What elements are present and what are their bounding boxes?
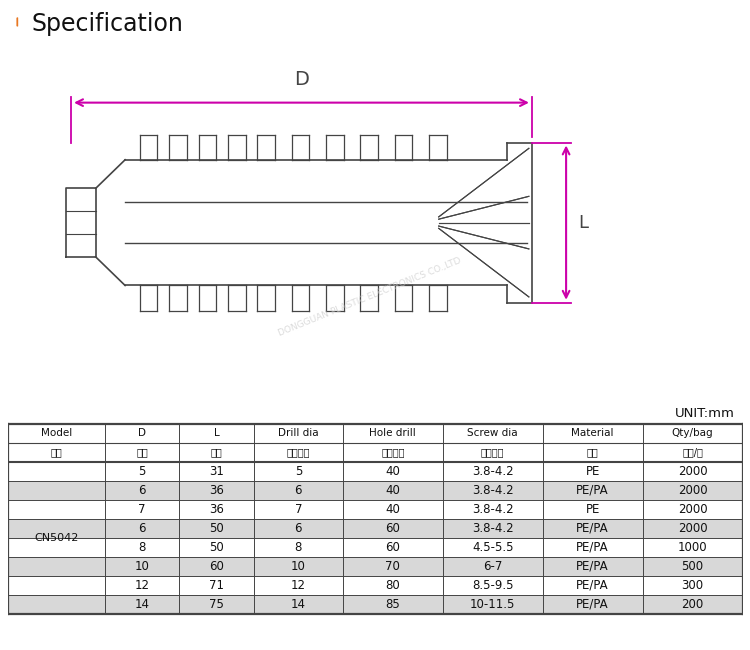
Text: 200: 200 — [682, 598, 703, 611]
Text: 500: 500 — [682, 560, 703, 573]
Text: Drill dia: Drill dia — [278, 428, 319, 438]
Text: 3.8-4.2: 3.8-4.2 — [472, 522, 514, 535]
Text: 6: 6 — [295, 484, 302, 497]
Text: 4.5-5.5: 4.5-5.5 — [472, 541, 514, 554]
Text: 31: 31 — [209, 465, 224, 478]
Bar — [8, 595, 742, 614]
Text: 7: 7 — [295, 503, 302, 516]
Text: 5: 5 — [139, 465, 146, 478]
Text: Specification: Specification — [32, 12, 183, 36]
Text: 50: 50 — [209, 522, 224, 535]
Text: 3.8-4.2: 3.8-4.2 — [472, 503, 514, 516]
Text: 5: 5 — [295, 465, 302, 478]
Text: UNIT:mm: UNIT:mm — [675, 407, 735, 420]
Text: 1000: 1000 — [678, 541, 707, 554]
Text: PE/PA: PE/PA — [576, 484, 609, 497]
Text: Qty/bag: Qty/bag — [672, 428, 713, 438]
Text: 60: 60 — [386, 522, 400, 535]
Text: 6-7: 6-7 — [483, 560, 502, 573]
Text: PE/PA: PE/PA — [576, 598, 609, 611]
Text: 50: 50 — [209, 541, 224, 554]
Text: 36: 36 — [209, 484, 224, 497]
Text: 钻孔直径: 钻孔直径 — [286, 447, 310, 457]
Text: 8.5-9.5: 8.5-9.5 — [472, 578, 514, 592]
Text: 7: 7 — [139, 503, 146, 516]
Text: 钻孔深度: 钻孔深度 — [381, 447, 404, 457]
Text: 3.8-4.2: 3.8-4.2 — [472, 465, 514, 478]
Text: PE/PA: PE/PA — [576, 541, 609, 554]
Bar — [8, 481, 742, 500]
Text: 3.8-4.2: 3.8-4.2 — [472, 484, 514, 497]
Text: 材质: 材质 — [586, 447, 598, 457]
Text: 8: 8 — [295, 541, 302, 554]
Text: PE/PA: PE/PA — [576, 522, 609, 535]
Text: PE: PE — [586, 465, 600, 478]
Text: 10: 10 — [135, 560, 149, 573]
Text: 40: 40 — [386, 484, 400, 497]
Text: 80: 80 — [386, 578, 400, 592]
Text: 60: 60 — [209, 560, 224, 573]
Text: 60: 60 — [386, 541, 400, 554]
Text: 2000: 2000 — [678, 522, 707, 535]
Text: 36: 36 — [209, 503, 224, 516]
Text: DONGGUAN PLASTIC ELECTRONICS CO.,LTD: DONGGUAN PLASTIC ELECTRONICS CO.,LTD — [278, 256, 463, 338]
Text: 2000: 2000 — [678, 465, 707, 478]
Bar — [8, 519, 742, 538]
Text: 6: 6 — [139, 522, 146, 535]
Text: 12: 12 — [291, 578, 306, 592]
Text: 14: 14 — [291, 598, 306, 611]
Text: 85: 85 — [386, 598, 400, 611]
Text: L: L — [578, 214, 588, 231]
Bar — [8, 557, 742, 576]
Text: 螺丝尺寸: 螺丝尺寸 — [481, 447, 505, 457]
Text: 40: 40 — [386, 503, 400, 516]
Text: 2000: 2000 — [678, 503, 707, 516]
Text: 12: 12 — [135, 578, 150, 592]
Text: 300: 300 — [682, 578, 703, 592]
Text: 75: 75 — [209, 598, 224, 611]
Text: Material: Material — [572, 428, 614, 438]
Text: 直径: 直径 — [136, 447, 148, 457]
Text: PE: PE — [586, 503, 600, 516]
Text: Screw dia: Screw dia — [467, 428, 518, 438]
Text: 长度: 长度 — [211, 447, 223, 457]
Text: D: D — [294, 70, 309, 89]
Text: 71: 71 — [209, 578, 224, 592]
Text: 14: 14 — [135, 598, 150, 611]
Text: 40: 40 — [386, 465, 400, 478]
Text: D: D — [138, 428, 146, 438]
Text: 数量/包: 数量/包 — [682, 447, 703, 457]
Text: Hole drill: Hole drill — [370, 428, 416, 438]
Text: 10: 10 — [291, 560, 306, 573]
Text: CN5042: CN5042 — [34, 533, 79, 543]
Text: 6: 6 — [139, 484, 146, 497]
Text: 10-11.5: 10-11.5 — [470, 598, 515, 611]
Text: PE/PA: PE/PA — [576, 560, 609, 573]
Text: 8: 8 — [139, 541, 146, 554]
Text: 6: 6 — [295, 522, 302, 535]
Text: L: L — [214, 428, 220, 438]
Text: 型号: 型号 — [50, 447, 62, 457]
Text: 2000: 2000 — [678, 484, 707, 497]
Text: 70: 70 — [386, 560, 400, 573]
Text: PE/PA: PE/PA — [576, 578, 609, 592]
Text: Model: Model — [40, 428, 72, 438]
